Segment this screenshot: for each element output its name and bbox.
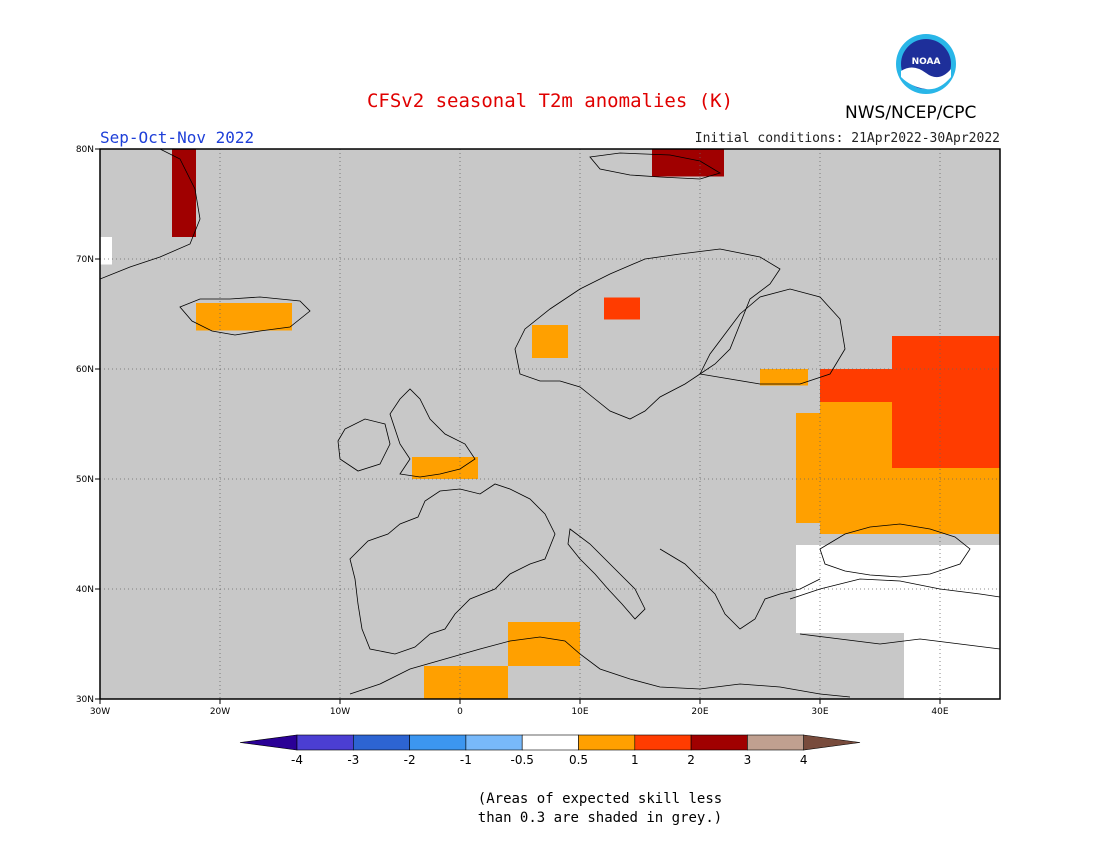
anomaly-region-12 bbox=[796, 545, 1000, 633]
lat-tick-label-80N: 80N bbox=[76, 145, 94, 155]
noaa-logo: NOAA bbox=[896, 34, 956, 94]
logo-text: NOAA bbox=[912, 57, 941, 67]
lat-tick-label-50N: 50N bbox=[76, 475, 94, 485]
skill-note-line2: than 0.3 are shaded in grey.) bbox=[477, 810, 723, 826]
colorbar-box-3 bbox=[409, 734, 467, 751]
colorbar-box-6 bbox=[578, 734, 636, 751]
lon-tick-label-30W: 30W bbox=[90, 707, 110, 717]
anomaly-region-3 bbox=[820, 369, 916, 402]
lon-tick-label-30E: 30E bbox=[811, 707, 828, 717]
colorbar-label-2: -2 bbox=[404, 753, 416, 767]
colorbar-box-4 bbox=[465, 734, 523, 751]
initial-conditions-label: Initial conditions: 21Apr2022-30Apr2022 bbox=[694, 131, 1000, 146]
colorbar-label-6: 1 bbox=[631, 753, 639, 767]
lon-tick-label-20E: 20E bbox=[691, 707, 708, 717]
lat-tick-label-40N: 40N bbox=[76, 585, 94, 595]
colorbar-box-8 bbox=[690, 734, 748, 751]
colorbar-label-7: 2 bbox=[687, 753, 695, 767]
colorbar-boxes bbox=[239, 734, 861, 751]
lon-tick-label-20W: 20W bbox=[210, 707, 230, 717]
anomaly-region-7 bbox=[508, 622, 580, 666]
season-label: Sep-Oct-Nov 2022 bbox=[100, 128, 255, 147]
colorbar-labels: -4 -3 -2 -1 -0.5 0.5 1 2 3 4 bbox=[291, 753, 808, 767]
anomaly-region-14 bbox=[100, 237, 112, 265]
colorbar-box-9 bbox=[747, 734, 805, 751]
lat-ticks: 30N 40N 50N 60N 70N 80N bbox=[76, 145, 100, 705]
colorbar-box-2 bbox=[352, 734, 410, 751]
colorbar-box-1 bbox=[296, 734, 354, 751]
lon-tick-label-10W: 10W bbox=[330, 707, 350, 717]
colorbar-label-9: 4 bbox=[800, 753, 808, 767]
anomaly-region-11 bbox=[652, 149, 724, 177]
lon-tick-label-40E: 40E bbox=[931, 707, 948, 717]
lat-tick-label-70N: 70N bbox=[76, 255, 94, 265]
colorbar-label-0: -4 bbox=[291, 753, 303, 767]
colorbar-box-0 bbox=[239, 734, 298, 751]
page-title: CFSv2 seasonal T2m anomalies (K) bbox=[366, 90, 734, 112]
anomaly-region-10 bbox=[172, 149, 196, 237]
lon-ticks: 30W 20W 10W 0 10E 20E 30E 40E bbox=[90, 699, 949, 717]
lon-tick-label-10E: 10E bbox=[571, 707, 588, 717]
anomaly-region-15 bbox=[760, 369, 808, 386]
colorbar-box-10 bbox=[803, 734, 861, 751]
colorbar-label-5: 0.5 bbox=[569, 753, 588, 767]
anomaly-region-6 bbox=[424, 666, 508, 699]
anomaly-region-9 bbox=[604, 297, 640, 320]
logo-wave bbox=[901, 67, 951, 90]
skill-note-line1: (Areas of expected skill less bbox=[477, 791, 723, 807]
anomaly-region-1 bbox=[796, 413, 856, 523]
anomaly-map bbox=[100, 149, 1000, 699]
colorbar-label-8: 3 bbox=[744, 753, 752, 767]
colorbar-label-3: -1 bbox=[460, 753, 472, 767]
colorbar-label-4: -0.5 bbox=[510, 753, 533, 767]
agency-label: NWS/NCEP/CPC bbox=[845, 103, 977, 123]
colorbar-label-1: -3 bbox=[347, 753, 359, 767]
lon-tick-label-0: 0 bbox=[457, 707, 463, 717]
anomaly-region-5 bbox=[412, 457, 478, 479]
lat-tick-label-30N: 30N bbox=[76, 695, 94, 705]
anomaly-region-4 bbox=[196, 303, 292, 331]
lat-tick-label-60N: 60N bbox=[76, 365, 94, 375]
colorbar-box-7 bbox=[634, 734, 692, 751]
colorbar-box-5 bbox=[521, 734, 579, 751]
anomaly-region-8 bbox=[532, 325, 568, 358]
